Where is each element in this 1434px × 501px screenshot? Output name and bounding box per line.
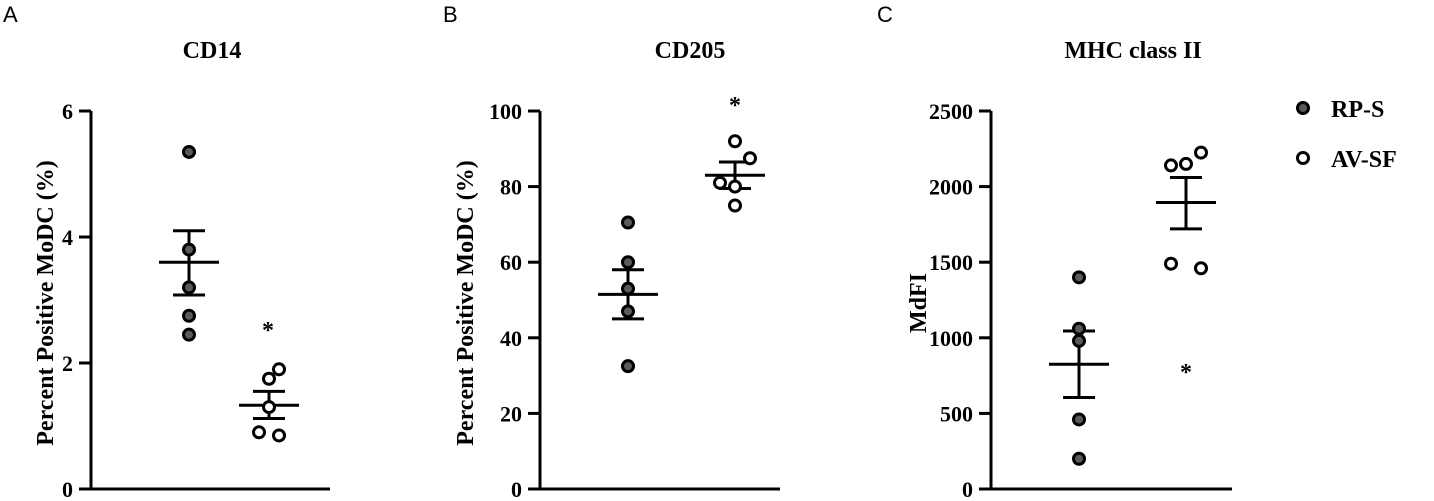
data-point-av-sf: [1179, 156, 1193, 171]
data-point-av-sf: [728, 134, 742, 149]
data-point-av-sf: [713, 175, 727, 190]
data-point-rp-s: [182, 327, 196, 342]
data-point-rp-s: [182, 280, 196, 295]
legend-marker-av-sf: [1296, 151, 1310, 165]
y-tick-label: 2: [62, 351, 73, 376]
data-point-rp-s: [1072, 412, 1086, 427]
legend-label-rp-s: RP-S: [1331, 97, 1384, 123]
data-point-rp-s: [621, 304, 635, 319]
data-point-rp-s: [1072, 333, 1086, 348]
y-axis-label: Percent Positive MoDC (%): [453, 160, 479, 445]
panel-A: A CD14 Percent Positive MoDC (%) 0 2 4 6 *: [3, 2, 330, 501]
significance-marker: *: [729, 93, 741, 119]
data-point-rp-s: [1072, 451, 1086, 466]
y-tick-label: 2500: [929, 99, 973, 124]
panel-C: C MHC class II MdFI 0 500 1000 1500 2000 2500 *: [877, 2, 1232, 501]
y-tick-label: 40: [500, 326, 522, 351]
data-point-av-sf: [252, 425, 266, 440]
data-point-rp-s: [1072, 270, 1086, 285]
data-point-rp-s: [182, 144, 196, 159]
data-point-rp-s: [621, 359, 635, 374]
data-point-rp-s: [621, 281, 635, 296]
data-point-rp-s: [621, 215, 635, 230]
y-tick-label: 1500: [929, 250, 973, 275]
y-tick-label: 2000: [929, 175, 973, 200]
data-point-av-sf: [1164, 256, 1178, 271]
chart-title: CD205: [655, 38, 726, 64]
significance-marker: *: [262, 318, 274, 344]
chart-title: CD14: [183, 38, 242, 64]
data-point-av-sf: [1194, 145, 1208, 160]
y-tick-label: 0: [511, 477, 522, 501]
data-point-av-sf: [728, 198, 742, 213]
y-tick-label: 0: [962, 477, 973, 501]
significance-marker: *: [1180, 360, 1192, 386]
panel-letter: B: [443, 2, 458, 27]
chart-title: MHC class II: [1064, 38, 1201, 64]
data-point-rp-s: [182, 242, 196, 257]
legend-label-av-sf: AV-SF: [1331, 147, 1397, 173]
y-tick-label: 60: [500, 250, 522, 275]
panel-letter: C: [877, 2, 893, 27]
y-tick-label: 4: [62, 225, 73, 250]
data-point-rp-s: [182, 308, 196, 323]
data-point-av-sf: [272, 428, 286, 443]
legend-marker-rp-s: [1296, 101, 1310, 115]
data-point-av-sf: [1194, 261, 1208, 276]
y-tick-label: 1000: [929, 326, 973, 351]
data-point-av-sf: [272, 362, 286, 377]
data-point-rp-s: [621, 255, 635, 270]
y-tick-label: 80: [500, 175, 522, 200]
data-point-rp-s: [1072, 321, 1086, 336]
y-axis-label: Percent Positive MoDC (%): [33, 160, 59, 445]
legend: RP-S AV-SF: [1296, 97, 1397, 173]
data-point-av-sf: [262, 371, 276, 386]
y-tick-label: 100: [489, 99, 522, 124]
data-point-av-sf: [262, 400, 276, 415]
y-tick-label: 0: [62, 477, 73, 501]
panel-letter: A: [3, 2, 18, 27]
data-point-av-sf: [1164, 158, 1178, 173]
y-axis-label: MdFI: [906, 273, 932, 333]
y-tick-label: 6: [62, 99, 73, 124]
panel-B: B CD205 Percent Positive MoDC (%) 0 20 40 60 80…: [443, 2, 780, 501]
y-tick-label: 20: [500, 401, 522, 426]
data-point-av-sf: [743, 151, 757, 166]
data-point-av-sf: [728, 179, 742, 194]
y-tick-label: 500: [940, 401, 973, 426]
